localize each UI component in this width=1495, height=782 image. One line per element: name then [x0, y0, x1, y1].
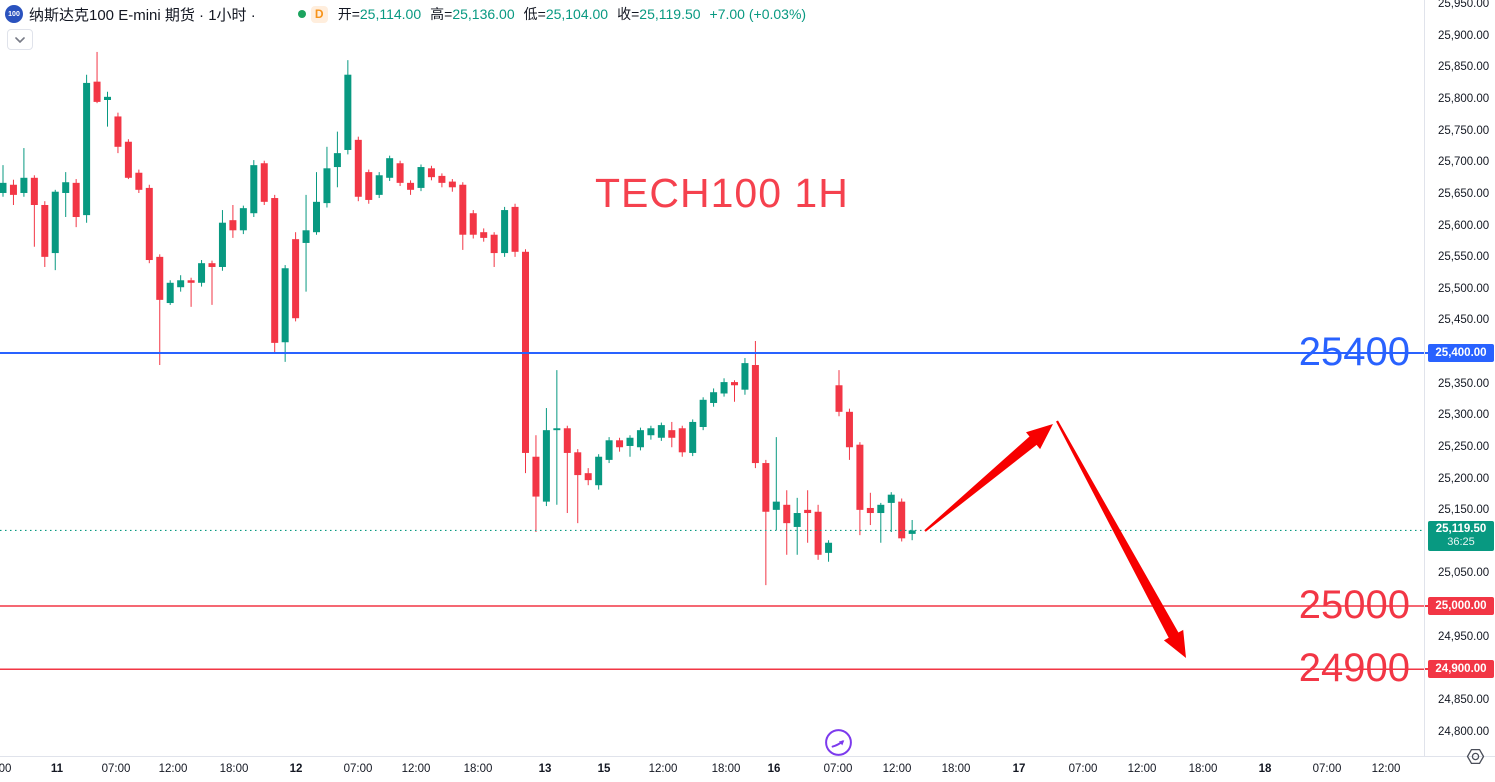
time-tick-hour: 12:00 — [882, 763, 912, 775]
tech100-annotation-text[interactable]: TECH100 1H — [595, 170, 849, 216]
price-tick: 25,700.00 — [1438, 156, 1490, 169]
current-price-label: 25,119.50 36:25 — [1428, 521, 1494, 552]
axis-tick-mark — [1425, 668, 1431, 671]
arrow-right-circle-icon — [825, 729, 852, 756]
time-tick-hour: 07:00 — [1312, 763, 1342, 775]
price-tick: 25,650.00 — [1438, 187, 1490, 200]
bar-countdown: 36:25 — [1447, 536, 1475, 549]
time-tick-hour: 12:00 — [158, 763, 188, 775]
level-text-24900[interactable]: 24900 — [1298, 646, 1410, 691]
time-tick-hour: 07:00 — [1068, 763, 1098, 775]
time-tick-day: 17 — [1012, 763, 1026, 775]
price-tick: 25,200.00 — [1438, 472, 1490, 485]
ohlc-low: 低=25,104.00 — [524, 4, 608, 24]
price-label-25000: 25,000.00 — [1428, 597, 1494, 615]
time-tick-hour: 12:00 — [401, 763, 431, 775]
price-tick: 25,750.00 — [1438, 124, 1490, 137]
price-tick: 25,150.00 — [1438, 504, 1490, 517]
open-label: 开= — [337, 6, 360, 22]
price-tick: 25,800.00 — [1438, 93, 1490, 105]
axis-tick-mark — [1425, 352, 1431, 354]
time-tick-hour: 18:00 — [463, 763, 493, 775]
time-tick-hour: 07:00 — [101, 763, 131, 775]
low-label: 低= — [523, 6, 546, 22]
scale-settings-button[interactable] — [1466, 747, 1485, 771]
level-text-25400[interactable]: 25400 — [1298, 330, 1410, 374]
price-tick: 25,850.00 — [1438, 61, 1490, 74]
ohlc-values: 开=25,114.00 高=25,136.00 低=25,104.00 收=25… — [338, 4, 806, 24]
time-tick-day: 13 — [538, 763, 552, 775]
ohlc-high: 高=25,136.00 — [430, 4, 514, 24]
legend-collapse-button[interactable] — [7, 29, 33, 50]
price-tick: 25,900.00 — [1438, 29, 1490, 42]
time-tick-hour: 07:00 — [343, 763, 373, 775]
time-tick-hour: 00 — [0, 763, 12, 775]
market-status-dot — [297, 10, 306, 18]
time-tick-day: 12 — [289, 763, 303, 775]
price-tick: 25,350.00 — [1438, 377, 1490, 390]
time-tick-day: 15 — [597, 763, 611, 775]
price-tick: 25,050.00 — [1438, 567, 1490, 580]
price-axis[interactable]: 25,400.00 25,000.00 24,900.00 25,119.50 … — [1424, 0, 1495, 756]
open-value: 25,114.00 — [359, 6, 422, 22]
price-label-25400: 25,400.00 — [1428, 344, 1494, 362]
price-change: +7.00 (+0.03%) — [709, 6, 807, 22]
time-tick-day: 18 — [1258, 763, 1272, 775]
go-to-realtime-button[interactable] — [824, 728, 853, 757]
price-tick: 25,950.00 — [1438, 0, 1490, 11]
price-tick: 24,950.00 — [1438, 630, 1490, 643]
chevron-down-icon — [15, 36, 25, 43]
level-text-25000[interactable]: 25000 — [1298, 583, 1410, 627]
time-tick-hour: 12:00 — [648, 763, 678, 775]
price-tick: 25,450.00 — [1438, 314, 1490, 327]
price-tick: 25,300.00 — [1438, 409, 1490, 422]
price-tick: 25,600.00 — [1438, 219, 1490, 232]
price-tick: 25,500.00 — [1438, 282, 1490, 295]
close-label: 收= — [617, 6, 640, 22]
time-tick-hour: 12:00 — [1127, 763, 1157, 775]
delayed-data-badge[interactable]: D — [310, 5, 328, 23]
time-tick-hour: 18:00 — [219, 763, 249, 775]
high-label: 高= — [430, 6, 453, 22]
ohlc-close: 收=25,119.50 — [617, 4, 700, 24]
time-tick-day: 16 — [767, 763, 781, 775]
price-label-24900: 24,900.00 — [1428, 660, 1494, 679]
time-tick-hour: 07:00 — [823, 763, 853, 775]
time-axis[interactable]: 00 11 07:00 12:00 18:00 12 07:00 12:00 18:00 13 15… — [0, 756, 1495, 782]
time-tick-day: 11 — [50, 763, 64, 775]
legend-status: D — [297, 5, 328, 23]
trend-arrow-down[interactable] — [1056, 420, 1186, 659]
price-tick: 24,800.00 — [1438, 725, 1490, 738]
time-tick-hour: 18:00 — [941, 763, 971, 775]
time-tick-hour: 18:00 — [1188, 763, 1218, 775]
current-price-value: 25,119.50 — [1435, 523, 1487, 536]
low-value: 25,104.00 — [545, 6, 609, 22]
ohlc-open: 开=25,114.00 — [338, 4, 421, 24]
symbol-title[interactable]: 纳斯达克100 E-mini 期货 · 1小时 · — [29, 6, 256, 24]
symbol-legend: 100 纳斯达克100 E-mini 期货 · 1小时 · D 开=25,114… — [5, 4, 806, 24]
chart-canvas[interactable] — [0, 0, 1424, 756]
high-value: 25,136.00 — [452, 6, 515, 22]
trend-arrow-up[interactable] — [924, 424, 1053, 532]
gear-icon — [1466, 748, 1485, 765]
price-tick: 24,850.00 — [1438, 693, 1490, 706]
symbol-logo: 100 — [5, 5, 23, 23]
time-tick-hour: 12:00 — [1371, 763, 1401, 775]
price-tick: 25,250.00 — [1438, 440, 1490, 453]
price-tick: 25,550.00 — [1438, 251, 1490, 264]
axis-tick-mark — [1425, 605, 1431, 607]
close-value: 25,119.50 — [639, 6, 701, 22]
time-tick-hour: 18:00 — [711, 763, 741, 775]
